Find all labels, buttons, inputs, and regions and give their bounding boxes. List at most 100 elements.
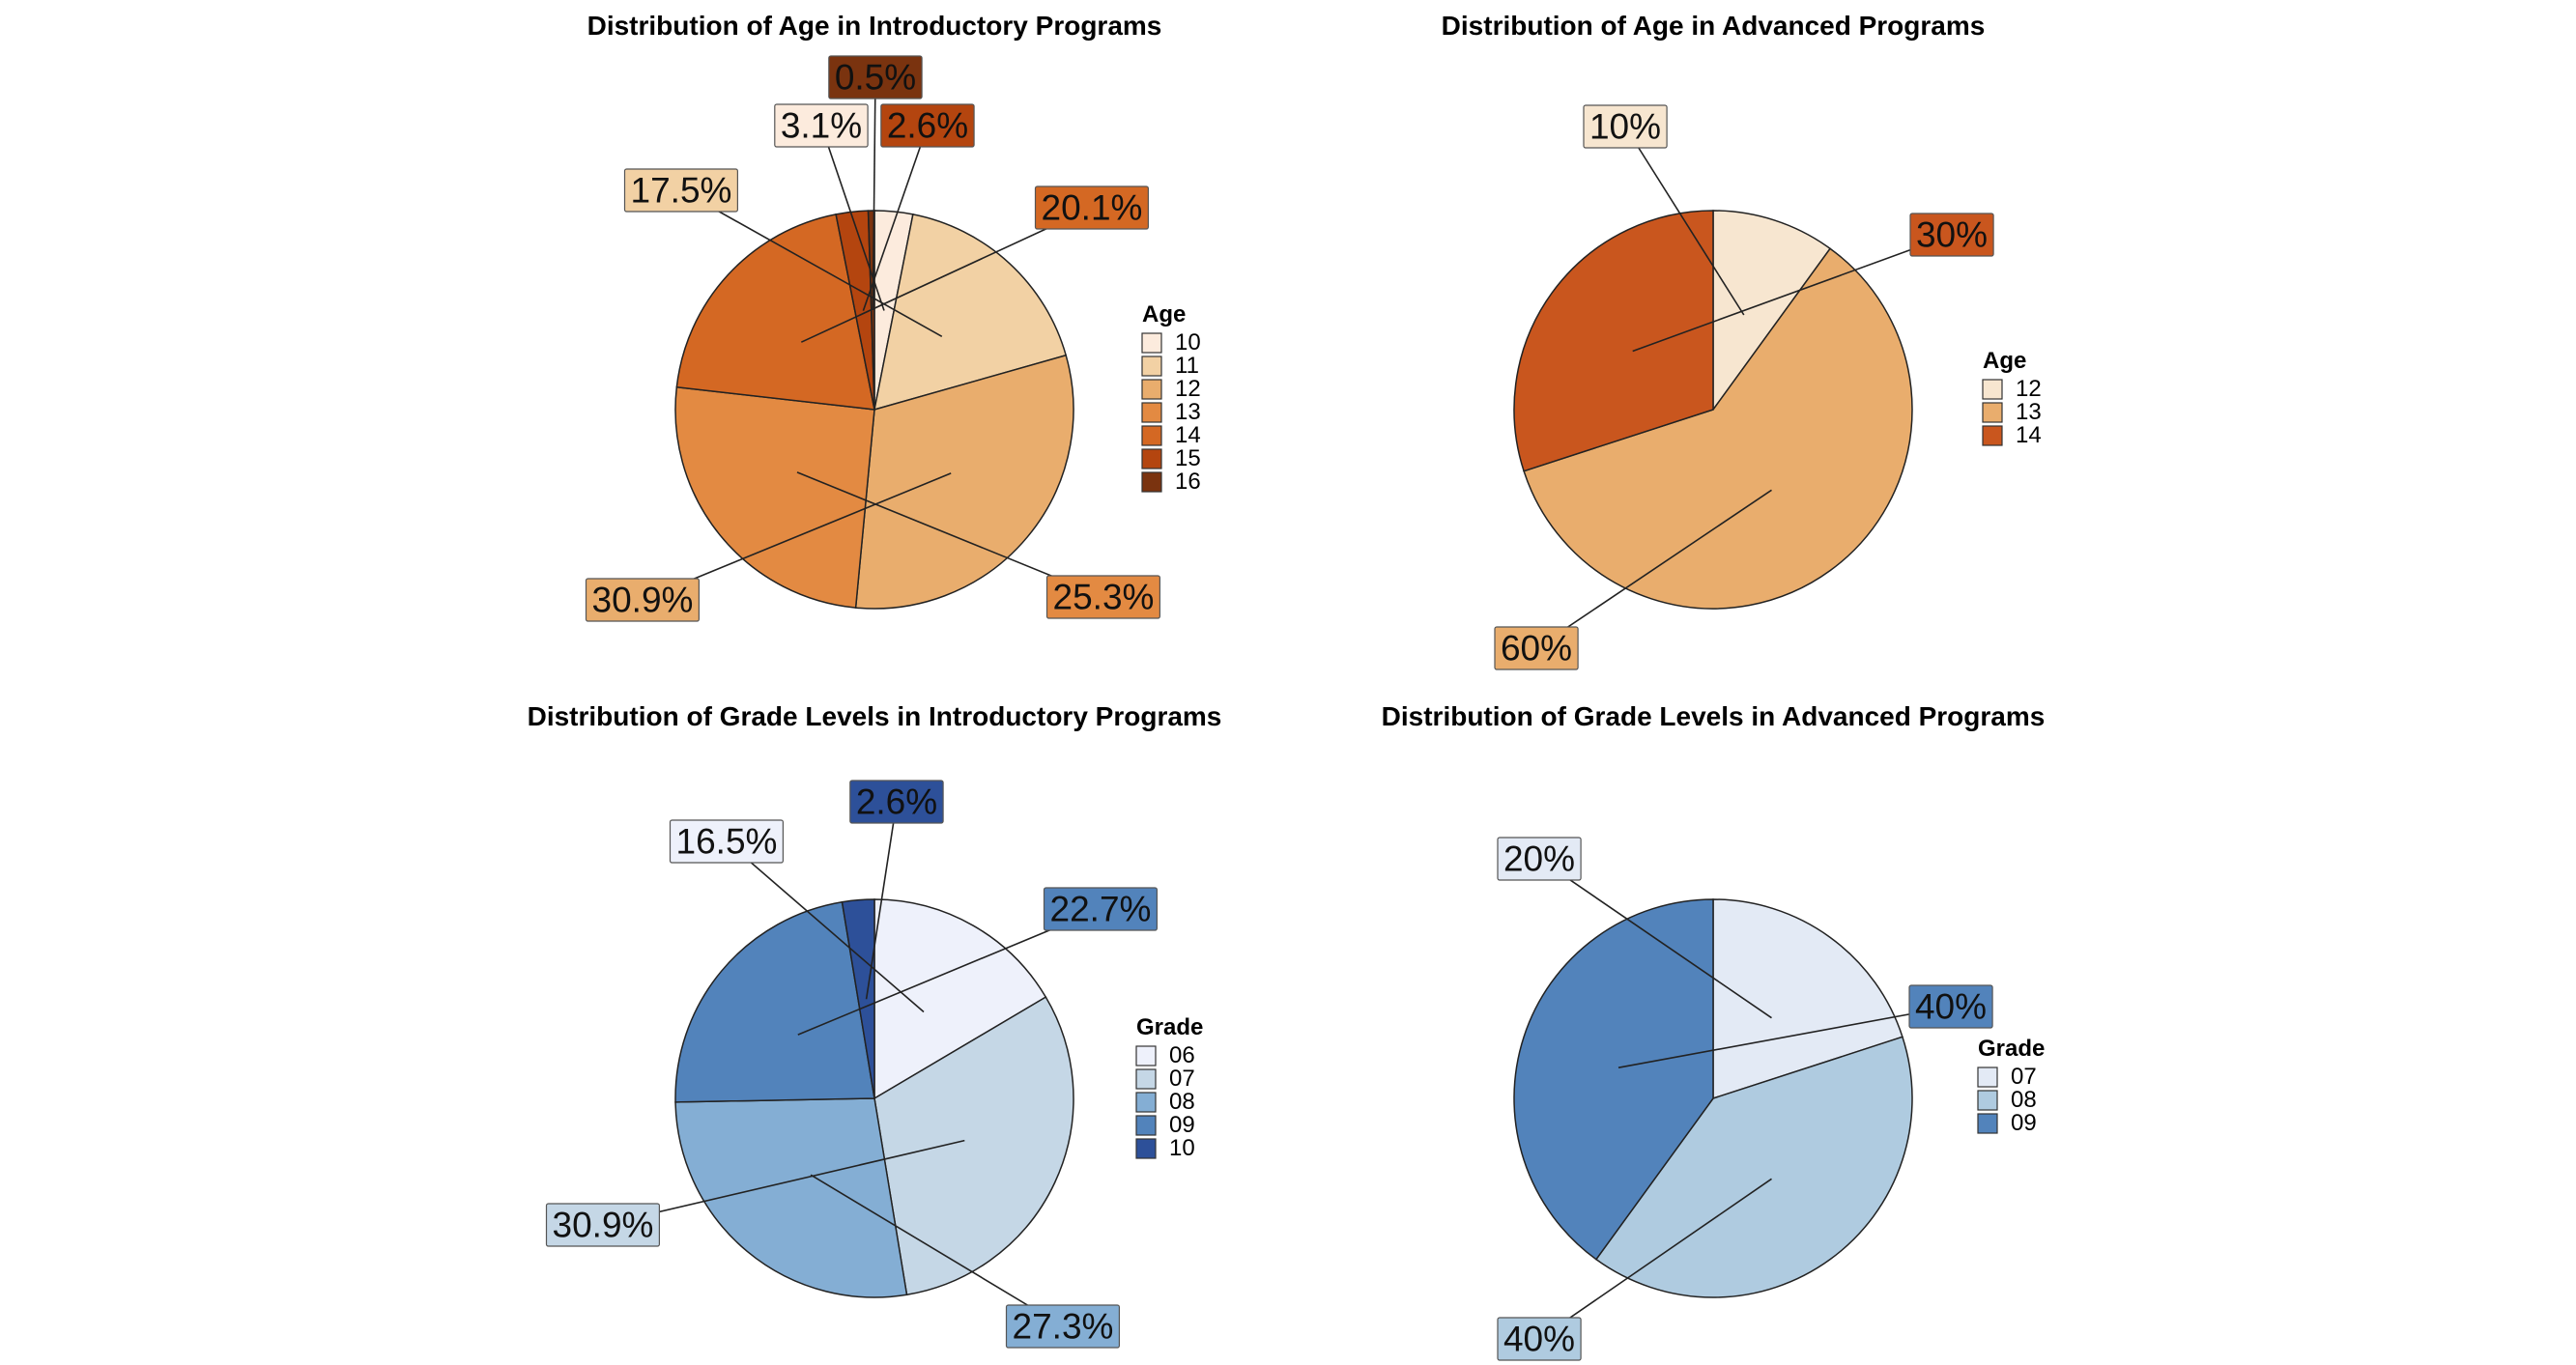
data-label-box	[1005, 1304, 1121, 1349]
pie-slice-09	[674, 900, 875, 1103]
pie-slice-12	[1712, 210, 1832, 412]
pie-slice-14	[675, 213, 875, 411]
data-label-box	[585, 578, 701, 622]
legend-entry: 09	[1169, 1112, 1195, 1138]
data-label-text: 16.5%	[676, 822, 778, 862]
legend-swatch	[1135, 1045, 1157, 1066]
legend-swatch	[1141, 448, 1162, 469]
pie-slice-13	[1523, 247, 1913, 610]
data-label-box	[1497, 1317, 1582, 1361]
data-label: 40%	[1908, 984, 1993, 1029]
pie-slice-08	[1594, 1036, 1913, 1298]
data-label-text: 30.9%	[592, 581, 694, 620]
leader-line	[1617, 1006, 1952, 1068]
leader-line	[872, 76, 876, 311]
legend-swatch	[1135, 1092, 1157, 1113]
legend-swatch	[1977, 1113, 1998, 1134]
legend-entry: 08	[1169, 1089, 1195, 1115]
legend-swatch	[1141, 379, 1162, 400]
leader-line	[1535, 489, 1772, 649]
data-label-text: 3.1%	[781, 106, 862, 146]
legend-swatch	[1977, 1090, 1998, 1111]
data-label-text: 40%	[1915, 987, 1987, 1027]
legend-entry: 12	[1175, 376, 1201, 402]
legend-swatch	[1135, 1115, 1157, 1136]
data-label-box	[623, 168, 739, 213]
legend-entry: 06	[1169, 1042, 1195, 1068]
data-label-text: 30.9%	[553, 1206, 654, 1245]
data-label-box	[1909, 213, 1994, 257]
legend-entry: 10	[1169, 1135, 1195, 1161]
data-label: 30.9%	[545, 1203, 661, 1247]
pie-chart-3: Distribution of Grade Levels in Introduc…	[528, 701, 1222, 1349]
pie-chart-1: Distribution of Age in Introductory Prog…	[585, 11, 1201, 622]
pie-slice-07	[873, 996, 1074, 1296]
pie-slice-13	[674, 385, 875, 609]
legend-title: Age	[1983, 348, 2026, 374]
data-label-box	[880, 103, 975, 148]
leader-line	[865, 801, 898, 1000]
legend-entry: 13	[2016, 399, 2042, 425]
chart-title: Distribution of Grade Levels in Introduc…	[528, 701, 1222, 731]
data-label: 2.6%	[849, 780, 944, 824]
data-label-text: 20%	[1503, 839, 1575, 879]
legend-entry: 09	[2011, 1110, 2037, 1136]
legend-entry: 08	[2011, 1087, 2037, 1113]
pie-slice-08	[674, 1097, 908, 1298]
data-label-box	[1583, 104, 1668, 149]
legend-title: Age	[1142, 301, 1186, 327]
data-label-text: 20.1%	[1042, 188, 1143, 228]
leader-line	[1624, 126, 1745, 316]
data-label: 30%	[1909, 213, 1994, 257]
legend-entry: 14	[2016, 422, 2042, 448]
legend-swatch	[1141, 425, 1162, 446]
legend-swatch	[1977, 1066, 1998, 1088]
legend-entry: 16	[1175, 469, 1201, 495]
data-label-box	[774, 103, 869, 148]
pie-slice-07	[1712, 898, 1903, 1100]
data-label: 30.9%	[585, 578, 701, 622]
leader-line	[810, 1174, 1064, 1327]
data-label: 60%	[1494, 626, 1579, 670]
data-label-text: 40%	[1503, 1320, 1575, 1359]
legend-swatch	[1141, 402, 1162, 423]
data-label-box	[1034, 185, 1150, 230]
legend-entry: 15	[1175, 445, 1201, 471]
leader-line	[602, 1139, 965, 1226]
data-label-box	[1497, 837, 1582, 881]
data-label: 40%	[1497, 1317, 1582, 1361]
data-label: 27.3%	[1005, 1304, 1121, 1349]
pie-slice-11	[873, 213, 1068, 412]
legend-entry: 12	[2016, 376, 2042, 402]
legend-swatch	[1141, 355, 1162, 377]
data-label-box	[1494, 626, 1579, 670]
pie-chart-2: Distribution of Age in Advanced Programs…	[1442, 11, 2042, 670]
data-label-text: 27.3%	[1013, 1307, 1114, 1347]
legend-swatch	[1141, 332, 1162, 354]
legend-entry: 13	[1175, 399, 1201, 425]
chart-title: Distribution of Age in Advanced Programs	[1442, 11, 1986, 41]
data-label-text: 2.6%	[887, 106, 968, 146]
leader-line	[1538, 1178, 1772, 1340]
leader-line	[1538, 858, 1772, 1019]
data-label: 17.5%	[623, 168, 739, 213]
chart-title: Distribution of Grade Levels in Advanced…	[1382, 701, 2046, 731]
legend-swatch	[1135, 1068, 1157, 1090]
data-label: 2.6%	[880, 103, 975, 148]
data-label-text: 10%	[1589, 107, 1661, 147]
legend-entry: 10	[1175, 329, 1201, 355]
data-label: 0.5%	[828, 55, 923, 100]
data-label-box	[828, 55, 923, 100]
data-label-box	[1045, 575, 1161, 619]
data-label-text: 30%	[1916, 215, 1988, 255]
data-label-box	[669, 819, 785, 864]
pie-slice-14	[1513, 210, 1714, 472]
pie-chart-4: Distribution of Grade Levels in Advanced…	[1382, 701, 2046, 1361]
data-label-text: 0.5%	[835, 58, 916, 98]
data-label-text: 17.5%	[631, 171, 732, 211]
